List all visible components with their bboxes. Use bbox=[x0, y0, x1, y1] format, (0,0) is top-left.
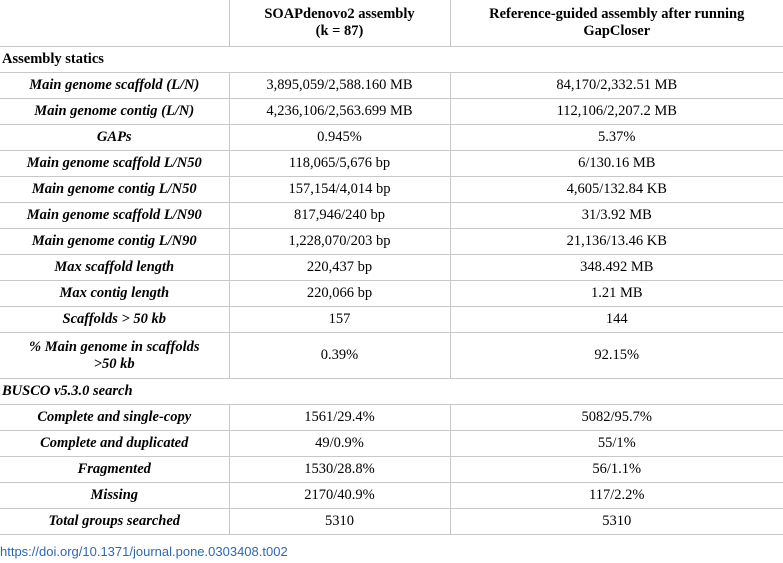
cell-soapdenovo2: 2170/40.9% bbox=[228, 482, 451, 509]
cell-reference-guided: 5.37% bbox=[449, 124, 783, 151]
cell-soapdenovo2: 4,236,106/2,563.699 MB bbox=[228, 98, 451, 125]
row-label: Missing bbox=[0, 482, 230, 509]
row-label: Max contig length bbox=[0, 280, 230, 307]
cell-soapdenovo2: 157,154/4,014 bp bbox=[228, 176, 451, 203]
row-label: Main genome scaffold L/N90 bbox=[0, 202, 230, 229]
table-row: Main genome contig (L/N) 4,236,106/2,563… bbox=[0, 98, 783, 125]
table-row: GAPs 0.945% 5.37% bbox=[0, 124, 783, 151]
row-label: GAPs bbox=[0, 124, 230, 151]
header-soapdenovo2: SOAPdenovo2 assembly (k = 87) bbox=[228, 0, 451, 47]
row-label: Complete and duplicated bbox=[0, 430, 230, 457]
cell-reference-guided: 6/130.16 MB bbox=[449, 150, 783, 177]
cell-reference-guided: 112,106/2,207.2 MB bbox=[449, 98, 783, 125]
row-label: Complete and single-copy bbox=[0, 404, 230, 431]
table-row: Main genome scaffold L/N50 118,065/5,676… bbox=[0, 150, 783, 177]
section-title-busco: BUSCO v5.3.0 search bbox=[0, 378, 783, 405]
row-label-line1: % Main genome in scaffolds bbox=[28, 338, 200, 355]
row-label: Fragmented bbox=[0, 456, 230, 483]
table-row: Complete and single-copy 1561/29.4% 5082… bbox=[0, 404, 783, 431]
cell-soapdenovo2: 0.39% bbox=[228, 332, 451, 379]
cell-reference-guided: 4,605/132.84 KB bbox=[449, 176, 783, 203]
cell-soapdenovo2: 0.945% bbox=[228, 124, 451, 151]
doi-link[interactable]: https://doi.org/10.1371/journal.pone.030… bbox=[0, 544, 288, 559]
header-soapdenovo2-line2: (k = 87) bbox=[315, 23, 364, 39]
table-row: Scaffolds > 50 kb 157 144 bbox=[0, 306, 783, 333]
table-row: Main genome scaffold (L/N) 3,895,059/2,5… bbox=[0, 72, 783, 99]
header-soapdenovo2-line1: SOAPdenovo2 assembly bbox=[264, 6, 415, 22]
row-label: Total groups searched bbox=[0, 508, 230, 535]
cell-soapdenovo2: 1,228,070/203 bp bbox=[228, 228, 451, 255]
cell-soapdenovo2: 49/0.9% bbox=[228, 430, 451, 457]
cell-reference-guided: 1.21 MB bbox=[449, 280, 783, 307]
row-label: Main genome contig L/N50 bbox=[0, 176, 230, 203]
cell-reference-guided: 55/1% bbox=[449, 430, 783, 457]
table-row: % Main genome in scaffolds >50 kb 0.39% … bbox=[0, 332, 783, 379]
section-title-assembly: Assembly statics bbox=[0, 46, 783, 73]
table-row: Main genome contig L/N50 157,154/4,014 b… bbox=[0, 176, 783, 203]
row-label: Main genome scaffold L/N50 bbox=[0, 150, 230, 177]
header-reference-guided-line1: Reference-guided assembly after running bbox=[489, 6, 745, 22]
table-row: Max contig length 220,066 bp 1.21 MB bbox=[0, 280, 783, 307]
header-empty bbox=[0, 0, 230, 47]
cell-soapdenovo2: 220,066 bp bbox=[228, 280, 451, 307]
row-label: Scaffolds > 50 kb bbox=[0, 306, 230, 333]
cell-soapdenovo2: 5310 bbox=[228, 508, 451, 535]
cell-reference-guided: 117/2.2% bbox=[449, 482, 783, 509]
cell-soapdenovo2: 1530/28.8% bbox=[228, 456, 451, 483]
cell-reference-guided: 5082/95.7% bbox=[449, 404, 783, 431]
cell-reference-guided: 84,170/2,332.51 MB bbox=[449, 72, 783, 99]
cell-soapdenovo2: 157 bbox=[228, 306, 451, 333]
header-row: SOAPdenovo2 assembly (k = 87) Reference-… bbox=[0, 0, 783, 47]
table-row: Main genome contig L/N90 1,228,070/203 b… bbox=[0, 228, 783, 255]
row-label: Max scaffold length bbox=[0, 254, 230, 281]
table-row: Main genome scaffold L/N90 817,946/240 b… bbox=[0, 202, 783, 229]
row-label: Main genome scaffold (L/N) bbox=[0, 72, 230, 99]
cell-reference-guided: 144 bbox=[449, 306, 783, 333]
cell-reference-guided: 92.15% bbox=[449, 332, 783, 379]
row-label-line2: >50 kb bbox=[93, 355, 135, 372]
cell-reference-guided: 56/1.1% bbox=[449, 456, 783, 483]
cell-soapdenovo2: 1561/29.4% bbox=[228, 404, 451, 431]
row-label: Main genome contig L/N90 bbox=[0, 228, 230, 255]
header-reference-guided-line2: GapCloser bbox=[583, 23, 651, 39]
cell-reference-guided: 31/3.92 MB bbox=[449, 202, 783, 229]
table-row: Missing 2170/40.9% 117/2.2% bbox=[0, 482, 783, 509]
row-label: Main genome contig (L/N) bbox=[0, 98, 230, 125]
table-container: SOAPdenovo2 assembly (k = 87) Reference-… bbox=[0, 0, 783, 535]
cell-soapdenovo2: 3,895,059/2,588.160 MB bbox=[228, 72, 451, 99]
cell-reference-guided: 21,136/13.46 KB bbox=[449, 228, 783, 255]
table-row: Complete and duplicated 49/0.9% 55/1% bbox=[0, 430, 783, 457]
cell-reference-guided: 5310 bbox=[449, 508, 783, 535]
section-row-busco: BUSCO v5.3.0 search bbox=[0, 378, 783, 405]
table-row: Max scaffold length 220,437 bp 348.492 M… bbox=[0, 254, 783, 281]
cell-soapdenovo2: 118,065/5,676 bp bbox=[228, 150, 451, 177]
header-reference-guided: Reference-guided assembly after running … bbox=[449, 0, 783, 47]
table-row: Total groups searched 5310 5310 bbox=[0, 508, 783, 535]
cell-soapdenovo2: 220,437 bp bbox=[228, 254, 451, 281]
cell-soapdenovo2: 817,946/240 bp bbox=[228, 202, 451, 229]
assembly-table: SOAPdenovo2 assembly (k = 87) Reference-… bbox=[0, 0, 783, 535]
table-row: Fragmented 1530/28.8% 56/1.1% bbox=[0, 456, 783, 483]
section-row-assembly: Assembly statics bbox=[0, 46, 783, 73]
cell-reference-guided: 348.492 MB bbox=[449, 254, 783, 281]
row-label: % Main genome in scaffolds >50 kb bbox=[0, 332, 230, 379]
